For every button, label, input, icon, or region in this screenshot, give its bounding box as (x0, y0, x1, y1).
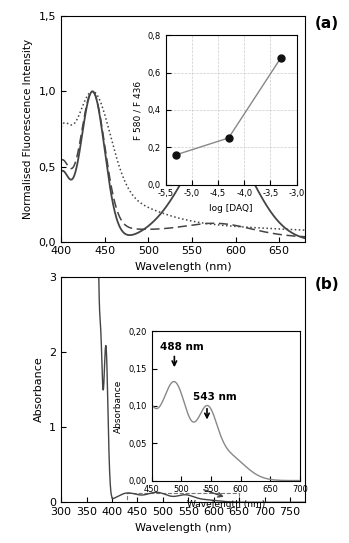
Y-axis label: F 580 / F 436: F 580 / F 436 (133, 80, 142, 140)
Text: 488 nm: 488 nm (159, 343, 203, 352)
X-axis label: Wavelength (nm): Wavelength (nm) (135, 262, 231, 272)
X-axis label: Wavelength (nm): Wavelength (nm) (135, 523, 231, 533)
Y-axis label: Absorbance: Absorbance (114, 379, 123, 433)
Bar (127, 493, 239, 502)
Text: (b): (b) (315, 277, 340, 292)
Text: 543 nm: 543 nm (193, 393, 237, 402)
Text: (a): (a) (315, 16, 339, 31)
X-axis label: log [DAQ]: log [DAQ] (209, 204, 253, 213)
Y-axis label: Normalised Fluorescence Intensity: Normalised Fluorescence Intensity (23, 39, 33, 219)
Y-axis label: Absorbance: Absorbance (34, 357, 44, 422)
X-axis label: Wavelength (nm): Wavelength (nm) (187, 500, 265, 509)
